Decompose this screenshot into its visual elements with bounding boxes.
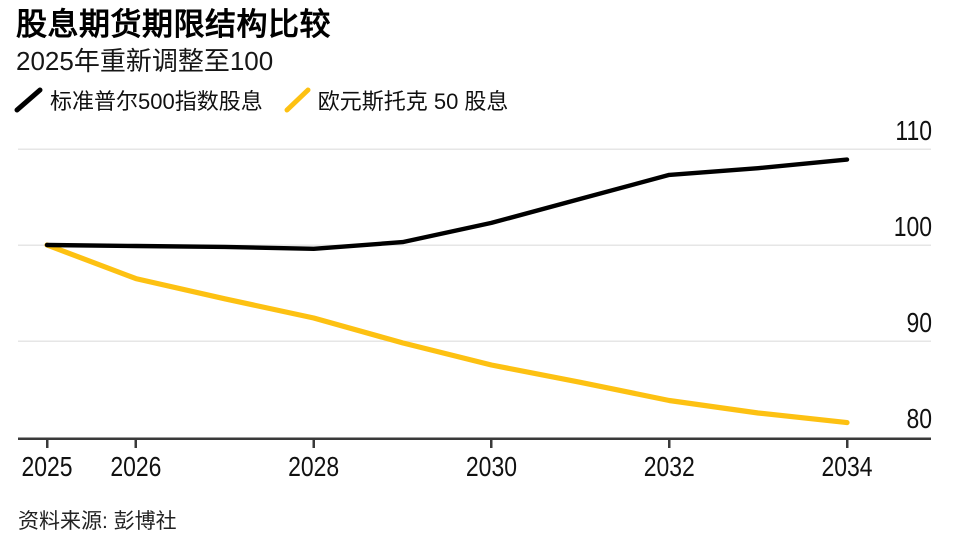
chart-subtitle: 2025年重新调整至100	[16, 46, 274, 76]
x-axis-label-2032: 2032	[644, 452, 695, 480]
legend-label-eurostoxx: 欧元斯托克 50 股息	[317, 89, 509, 114]
y-axis-label-110: 110	[895, 120, 932, 147]
sp500-line-swatch-icon	[14, 87, 43, 113]
legend-label-sp500: 标准普尔500指数股息	[50, 89, 263, 114]
x-axis-label-2025: 2025	[21, 452, 72, 480]
dividend-term-structure-line-chart: 80 90 100 110 2025 2026 2028 2030 2032 2034	[18, 120, 932, 480]
y-axis-label-80: 80	[906, 404, 932, 435]
y-axis-label-100: 100	[894, 212, 932, 243]
chart-title: 股息期货期限结构比较	[16, 7, 331, 42]
legend-item-eurostoxx: 欧元斯托克 50 股息	[284, 84, 509, 116]
eurostoxx-line-swatch-icon	[284, 87, 311, 113]
x-axis-label-2026: 2026	[110, 452, 161, 480]
legend-item-sp500: 标准普尔500指数股息	[13, 84, 263, 116]
x-axis-label-2034: 2034	[821, 452, 872, 480]
series-line-0	[44, 157, 850, 252]
x-axis-label-2028: 2028	[288, 452, 339, 480]
y-axis-label-90: 90	[906, 308, 932, 339]
x-axis-label-2030: 2030	[466, 452, 517, 480]
chart-legend: 标准普尔500指数股息 欧元斯托克 50 股息	[13, 84, 529, 116]
source-note: 资料来源: 彭博社	[18, 510, 177, 533]
series-line-1	[44, 242, 850, 426]
